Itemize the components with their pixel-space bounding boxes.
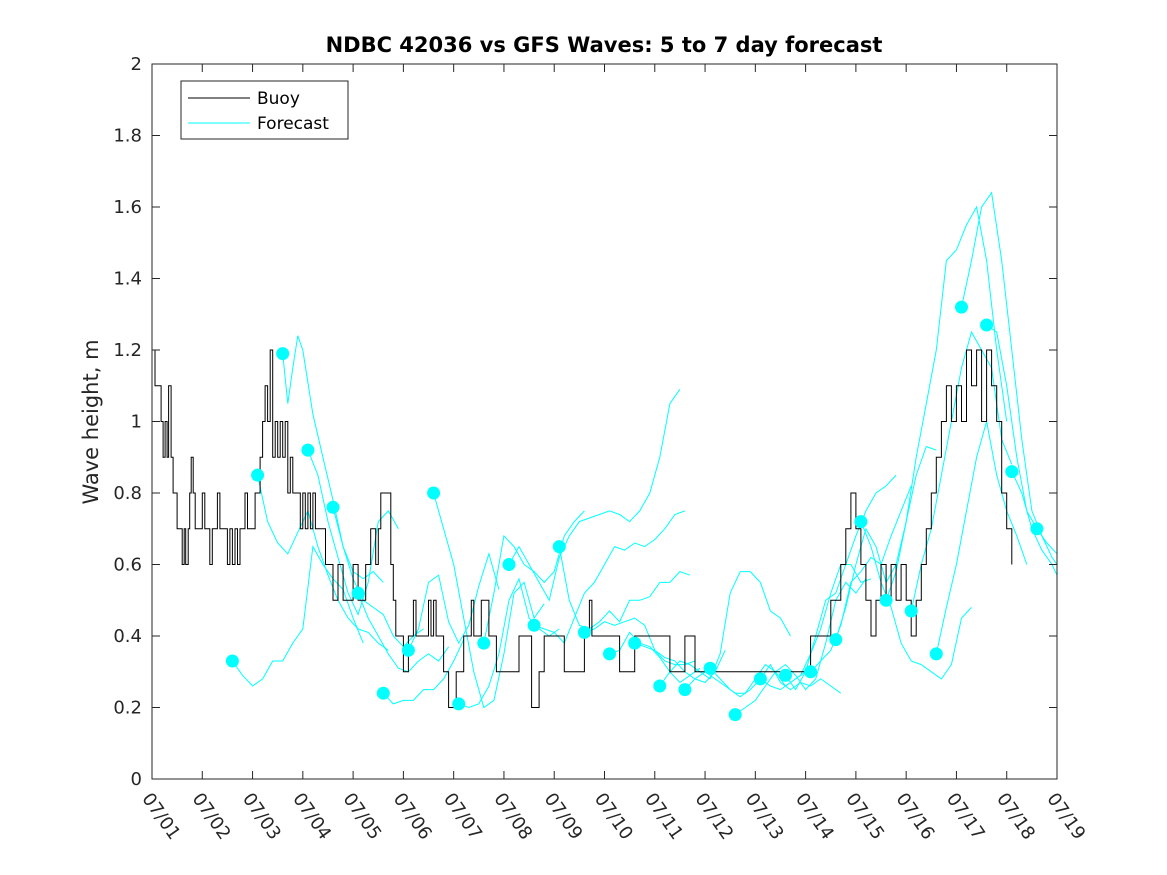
forecast-line-27: [910, 330, 1013, 612]
y-tick-label-10: 2: [131, 54, 142, 75]
y-tick-label-2: 0.4: [113, 626, 142, 647]
forecast-line-20: [734, 578, 867, 716]
legend-box: [180, 80, 349, 140]
forecast-line-1: [257, 474, 389, 651]
y-axis-label: Wave height, m: [79, 339, 103, 504]
forecast-marker-9: [452, 697, 466, 711]
forecast-marker-21: [753, 672, 767, 686]
forecast-line-12: [533, 510, 686, 645]
forecast-line-29: [961, 191, 1057, 565]
forecast-line-19: [709, 663, 842, 698]
forecast-marker-13: [552, 540, 566, 554]
forecast-line-30: [986, 324, 1057, 555]
forecast-marker-8: [427, 486, 441, 500]
forecast-marker-26: [879, 593, 893, 607]
plot-area: [152, 191, 1057, 722]
legend: Buoy Forecast: [180, 80, 349, 140]
forecast-line-28: [935, 421, 1028, 655]
forecast-marker-4: [326, 500, 340, 514]
forecast-marker-30: [980, 318, 994, 332]
forecast-marker-6: [376, 686, 390, 700]
legend-label-forecast: Forecast: [257, 114, 329, 134]
forecast-marker-17: [653, 679, 667, 693]
forecast-marker-24: [829, 633, 843, 647]
forecast-line-26: [885, 205, 1008, 601]
forecast-marker-29: [955, 300, 968, 314]
y-tick-label-7: 1.4: [113, 269, 142, 290]
forecast-marker-11: [502, 558, 516, 571]
forecast-marker-12: [527, 618, 541, 632]
forecast-line-25: [860, 521, 972, 680]
forecast-line-31: [1011, 471, 1057, 576]
forecast-line-10: [483, 510, 585, 644]
legend-label-buoy: Buoy: [257, 89, 300, 109]
forecast-marker-3: [301, 443, 315, 457]
forecast-marker-15: [603, 647, 616, 661]
forecast-marker-32: [1030, 522, 1044, 536]
y-tick-label-3: 0.6: [113, 555, 142, 576]
forecast-marker-2: [276, 347, 290, 361]
chart-title: NDBC 42036 vs GFS Waves: 5 to 7 day fore…: [326, 33, 883, 57]
forecast-marker-5: [351, 586, 365, 600]
forecast-marker-7: [401, 643, 415, 657]
y-tick-label-5: 1: [131, 412, 142, 433]
forecast-marker-20: [728, 708, 742, 722]
forecast-marker-25: [854, 515, 868, 529]
forecast-marker-16: [628, 636, 642, 650]
forecast-marker-1: [251, 468, 265, 482]
forecast-line-0: [231, 545, 364, 687]
forecast-line-13: [558, 546, 691, 630]
forecast-line-16: [634, 642, 726, 684]
forecast-line-21: [760, 564, 872, 691]
y-tick-label-6: 1.2: [113, 340, 142, 361]
y-tick-label-9: 1.8: [113, 126, 142, 147]
y-tick-label-1: 0.2: [113, 698, 142, 719]
y-tick-label-0: 0: [131, 769, 142, 790]
forecast-line-2: [282, 335, 384, 583]
forecast-line-8: [433, 492, 545, 709]
forecast-marker-28: [929, 647, 943, 661]
y-tick-label-4: 0.8: [113, 483, 142, 504]
forecast-line-9: [458, 577, 560, 709]
plot-content: [152, 191, 1057, 722]
forecast-marker-31: [1005, 465, 1019, 479]
forecast-marker-0: [225, 654, 239, 668]
forecast-marker-14: [577, 625, 591, 639]
buoy-line: [152, 349, 1013, 708]
forecast-line-3: [307, 449, 399, 616]
y-tick-label-8: 1.6: [113, 197, 142, 218]
forecast-line-6: [382, 639, 465, 705]
forecast-line-11: [508, 389, 681, 602]
forecast-line-23: [810, 485, 912, 673]
forecast-marker-27: [904, 604, 918, 618]
forecast-line-15: [609, 631, 701, 684]
forecast-marker-18: [678, 683, 692, 697]
forecast-line-7: [407, 552, 500, 651]
forecast-marker-10: [477, 636, 491, 650]
forecast-marker-23: [804, 665, 818, 679]
forecast-marker-19: [703, 661, 717, 675]
forecast-marker-22: [779, 668, 792, 682]
forecast-line-17: [659, 571, 791, 687]
